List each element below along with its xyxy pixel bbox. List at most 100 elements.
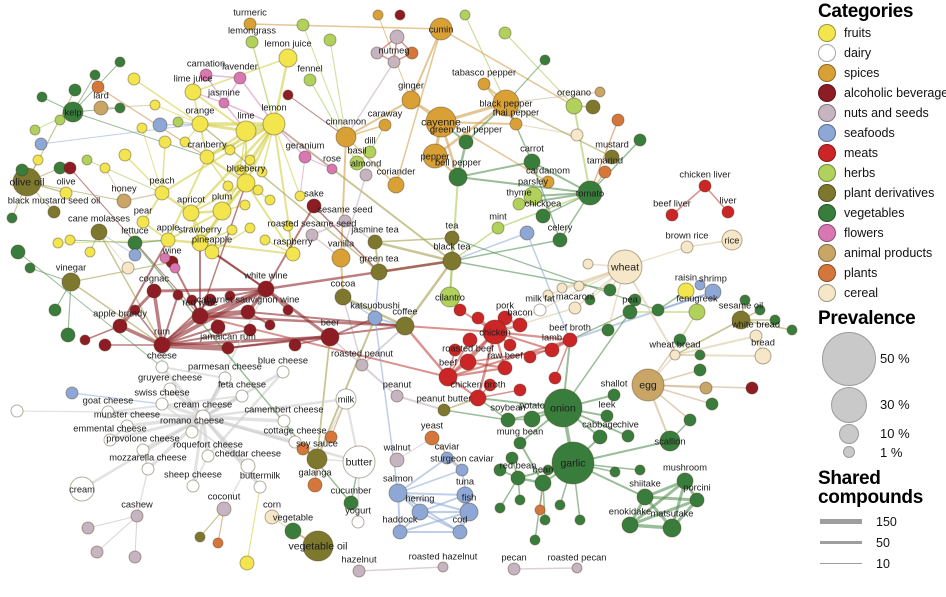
legend-category-meats: meats bbox=[818, 144, 944, 163]
legend-category-animal_products: animal products bbox=[818, 244, 944, 263]
edge-lamb--roasted beef bbox=[467, 349, 553, 363]
node-enokidake bbox=[621, 516, 639, 534]
node-label-fennel: fennel bbox=[297, 64, 322, 74]
edge-green tea--sake bbox=[313, 205, 380, 273]
edge-beer--jamaican rum bbox=[227, 336, 331, 349]
shared-compounds-line-icon bbox=[820, 519, 862, 524]
edge-onion--pea bbox=[562, 311, 631, 409]
node-label-honey: honey bbox=[111, 184, 137, 194]
node-label-lavender: lavender bbox=[222, 62, 258, 72]
node-label-cheese: cheese bbox=[147, 351, 177, 361]
edge-feta cheese--goat cheese bbox=[107, 395, 243, 413]
node-label-olive: olive bbox=[56, 177, 75, 187]
edge-wheat bread--white bread bbox=[674, 335, 757, 356]
node-raspberry bbox=[285, 246, 301, 262]
edge-cashew--mozzarella cheese bbox=[136, 468, 149, 517]
edge-beer--soy sauce bbox=[316, 336, 331, 460]
node-roasted peanut bbox=[355, 358, 369, 372]
shared-compounds-line-icon bbox=[820, 541, 862, 544]
node-label-vanilla: vanilla bbox=[328, 239, 355, 249]
node-pear bbox=[136, 215, 150, 229]
node-label-cilantro: cilantro bbox=[435, 293, 465, 303]
node-cream cheese bbox=[195, 409, 211, 425]
node-unlabeled bbox=[633, 133, 647, 147]
edge-cream cheese--butter bbox=[201, 415, 361, 464]
node-unlabeled bbox=[68, 83, 82, 97]
legend-category-dairy: dairy bbox=[818, 44, 944, 63]
node-unlabeled bbox=[84, 246, 96, 258]
node-unlabeled bbox=[98, 338, 112, 352]
edge-cumin--oregano bbox=[440, 28, 575, 107]
edge-mushroom--enokidake bbox=[628, 479, 687, 527]
node-label-soy sauce: soy sauce bbox=[296, 439, 338, 449]
edge-jasmine tea--tea bbox=[374, 237, 453, 243]
node-label-cabernet: cabernet sauvignon wine bbox=[197, 295, 300, 305]
node-label-cardamom: cardamom bbox=[526, 166, 570, 176]
node-unlabeled bbox=[282, 220, 294, 232]
node-brown rice bbox=[680, 240, 694, 254]
node-black tea bbox=[442, 251, 462, 271]
edge-olive oil--honey bbox=[26, 181, 125, 202]
node-shallot bbox=[607, 388, 621, 402]
edge-rum--cane molasses bbox=[98, 231, 163, 346]
edge-white wine--black tea bbox=[264, 259, 454, 291]
edge-cream cheese--camembert cheese bbox=[201, 415, 286, 423]
prevalence-size-circle-icon bbox=[843, 446, 855, 459]
node-cardamom bbox=[541, 175, 555, 189]
edge-beef--raw beef bbox=[446, 366, 507, 379]
node-liver bbox=[721, 205, 735, 219]
node-unlabeled bbox=[694, 349, 706, 361]
node-label-beef: beef bbox=[439, 358, 458, 368]
node-roasted hazelnut bbox=[437, 561, 449, 573]
node-unlabeled bbox=[91, 80, 105, 94]
node-unlabeled bbox=[683, 413, 697, 427]
node-label-sake: sake bbox=[304, 189, 324, 199]
legend-shared-list: 150 50 10 bbox=[818, 515, 944, 571]
legend-prevalence-item: 10 % bbox=[818, 423, 944, 444]
node-unlabeled bbox=[754, 304, 766, 316]
node-unlabeled bbox=[370, 46, 384, 60]
node-roasted sesame seed bbox=[305, 228, 319, 242]
node-unlabeled bbox=[10, 244, 26, 260]
node-pecan bbox=[507, 562, 521, 576]
node-label-lard: lard bbox=[93, 91, 109, 101]
node-ginger bbox=[401, 90, 421, 110]
edge-bell pepper--carrot bbox=[457, 161, 533, 178]
node-sheep cheese bbox=[186, 479, 200, 493]
node-unlabeled bbox=[699, 381, 713, 395]
node-unlabeled bbox=[90, 545, 104, 559]
node-unlabeled bbox=[323, 33, 337, 47]
node-unlabeled bbox=[471, 311, 485, 325]
node-label-raspberry: raspberry bbox=[273, 237, 313, 247]
node-cognac bbox=[146, 283, 162, 299]
node-unlabeled bbox=[570, 128, 584, 142]
node-label-geranium: geranium bbox=[286, 141, 325, 151]
edge-lemongrass--lemon bbox=[251, 41, 275, 125]
node-label-walnut: walnut bbox=[383, 443, 411, 453]
edge-cinnamon--ginger bbox=[345, 99, 412, 138]
node-unlabeled bbox=[394, 9, 406, 21]
node-cumin bbox=[429, 17, 453, 41]
node-lemon bbox=[262, 112, 286, 136]
node-sake bbox=[306, 198, 322, 214]
node-jasmine bbox=[218, 97, 230, 109]
node-tuna bbox=[456, 486, 474, 504]
node-label-sesame seed: sesame seed bbox=[317, 205, 372, 215]
legend-category-fruits: fruits bbox=[818, 24, 944, 43]
edge-mustard--black pepper bbox=[505, 102, 613, 158]
node-label-wine: wine bbox=[161, 246, 181, 256]
node-unlabeled bbox=[611, 113, 625, 127]
edge-lemon--cranberry bbox=[205, 122, 276, 159]
node-unlabeled bbox=[264, 319, 276, 331]
legend-shared-item: 50 bbox=[820, 536, 944, 550]
node-cinnamon bbox=[335, 126, 357, 148]
node-unlabeled bbox=[64, 234, 76, 246]
node-label-jasmine: jasmine bbox=[207, 88, 240, 98]
edge-coconut--cheddar cheese bbox=[223, 465, 249, 510]
node-mustard bbox=[604, 149, 620, 165]
node-chive bbox=[621, 429, 635, 443]
node-feta cheese bbox=[235, 389, 249, 403]
node-celery bbox=[552, 232, 568, 248]
node-unlabeled bbox=[324, 430, 338, 444]
edge-cashew--f122 bbox=[87, 515, 138, 529]
